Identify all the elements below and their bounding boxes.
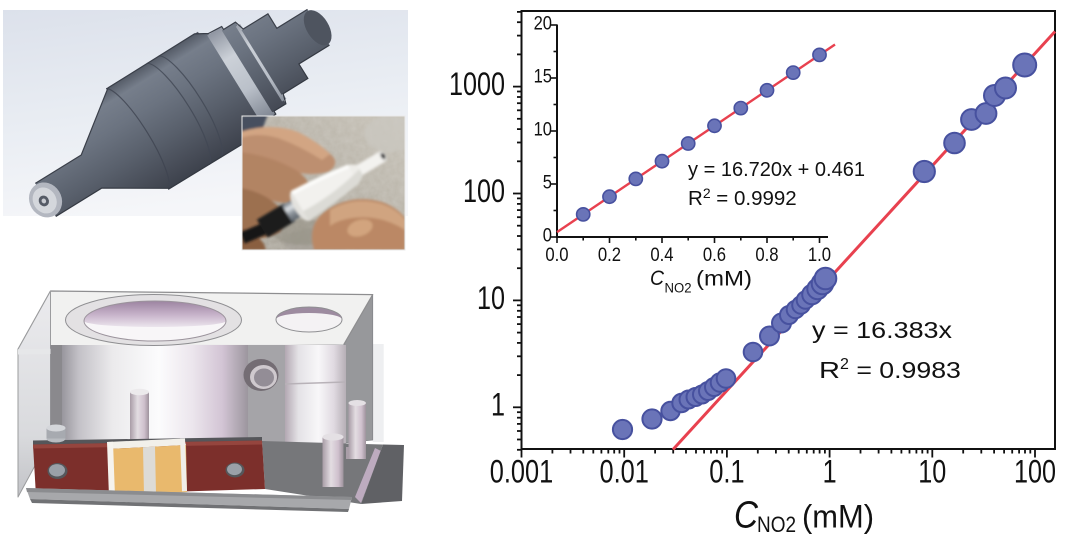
svg-text:R2 = 0.9992: R2 = 0.9992 bbox=[688, 185, 797, 210]
svg-text:y = 16.720x + 0.461: y = 16.720x + 0.461 bbox=[688, 158, 865, 181]
svg-text:1.0: 1.0 bbox=[808, 245, 831, 266]
svg-text:0.001: 0.001 bbox=[490, 454, 553, 490]
svg-text:0.2: 0.2 bbox=[598, 245, 621, 266]
svg-text:R2 = 0.9983: R2 = 0.9983 bbox=[819, 356, 961, 383]
svg-text:0.01: 0.01 bbox=[600, 454, 649, 490]
svg-text:0.1: 0.1 bbox=[709, 454, 744, 490]
svg-text:0.6: 0.6 bbox=[703, 245, 726, 266]
svg-text:(mM): (mM) bbox=[696, 267, 752, 291]
svg-text:10: 10 bbox=[534, 120, 552, 141]
svg-text:1000: 1000 bbox=[449, 66, 505, 102]
svg-text:NO2: NO2 bbox=[665, 281, 692, 296]
svg-text:20: 20 bbox=[534, 14, 552, 35]
svg-text:10: 10 bbox=[477, 280, 505, 316]
svg-text:100: 100 bbox=[1014, 454, 1056, 490]
svg-text:5: 5 bbox=[543, 173, 552, 194]
svg-text:C: C bbox=[734, 495, 758, 537]
svg-text:1: 1 bbox=[491, 387, 505, 423]
svg-text:0: 0 bbox=[543, 226, 552, 247]
svg-text:0.8: 0.8 bbox=[755, 245, 778, 266]
svg-text:C: C bbox=[650, 266, 664, 290]
svg-text:0.4: 0.4 bbox=[650, 245, 674, 266]
svg-text:100: 100 bbox=[463, 173, 505, 209]
svg-text:y = 16.383x: y = 16.383x bbox=[812, 317, 952, 343]
svg-text:15: 15 bbox=[534, 67, 552, 88]
svg-text:0.0: 0.0 bbox=[545, 245, 568, 266]
svg-text:1: 1 bbox=[823, 454, 837, 490]
svg-text:10: 10 bbox=[918, 454, 946, 490]
svg-text:NO2: NO2 bbox=[757, 512, 796, 537]
svg-text:(mM): (mM) bbox=[802, 499, 874, 535]
